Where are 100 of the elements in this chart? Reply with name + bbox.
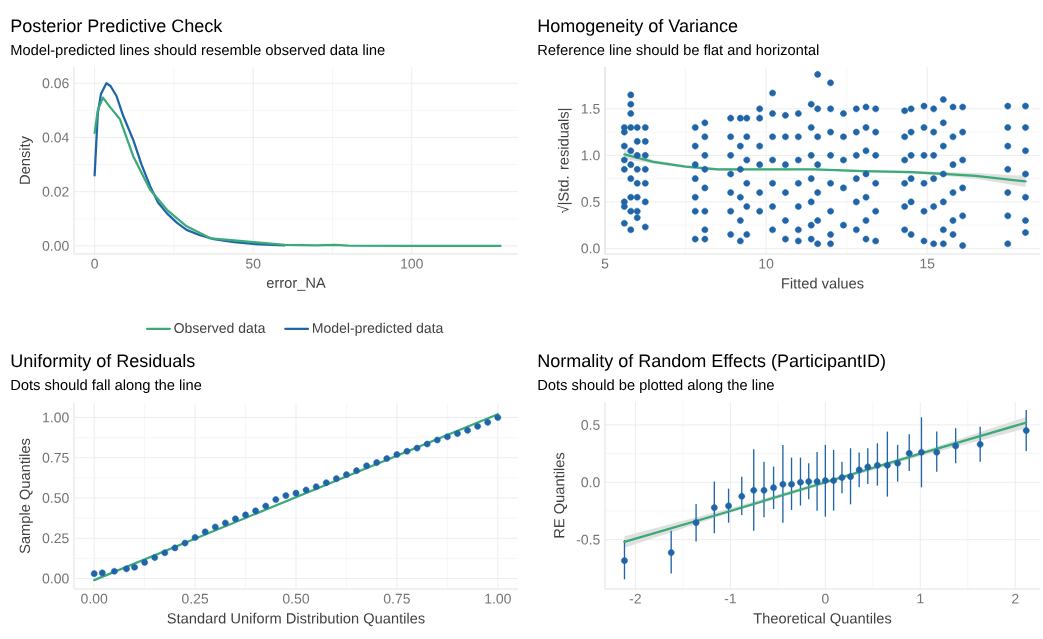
point [874,461,881,469]
x-tick-label: 10 [759,258,774,269]
x-axis-title: error_NA [266,277,326,291]
point [383,455,391,462]
point [830,477,837,484]
point [788,480,795,488]
point [322,479,330,487]
point [905,449,913,457]
point [813,478,821,485]
y-tick-label: 0.75 [42,452,69,463]
x-tick-label: 100 [401,258,423,269]
point [864,463,872,471]
x-tick-label: -2 [629,593,641,604]
point [141,559,148,566]
legend-label: Observed data [174,322,266,333]
chart-subtitle: Model-predicted lines should resemble observed data line [11,44,385,59]
point [413,444,421,452]
point [423,440,431,448]
chart-title: Uniformity of Residuals [11,353,195,371]
y-axis-title: Sample Quantiles [19,438,33,554]
y-axis-title: √|Std. residuals| [556,108,572,214]
point [131,563,138,571]
x-tick-label: 50 [245,258,261,269]
point [1022,427,1030,434]
y-tick-label: 0.04 [42,132,69,143]
x-tick-label: 15 [920,258,935,269]
point [725,502,732,510]
y-axis-title: RE Quantiles [553,452,567,538]
point [952,442,959,450]
y-tick-label: 0.0 [581,477,600,488]
x-tick-label: 0.50 [282,593,310,604]
point [444,433,451,441]
point [770,484,777,492]
x-tick-label: 0.00 [81,593,108,604]
chart-subtitle: Dots should fall along the line [11,379,202,394]
x-tick-label: 5 [601,258,609,269]
y-tick-label: 0.0 [581,243,600,254]
x-tick-label: 0.25 [182,593,209,604]
point [797,478,804,486]
point [779,480,787,488]
point [822,477,829,484]
point [738,492,746,500]
chart-subtitle: Dots should be plotted along the line [538,379,774,394]
point [710,504,718,511]
point [353,467,360,474]
point [222,519,229,527]
point [90,570,98,578]
point [111,567,118,575]
point [98,569,106,577]
point [151,554,159,561]
point [282,492,290,499]
point [692,519,700,527]
point [918,448,925,456]
point [621,557,628,564]
y-tick-label: 0.50 [42,493,69,503]
point [123,565,130,573]
point [464,427,471,434]
point [484,418,492,426]
point [976,440,984,448]
y-tick-label: -0.5 [576,534,600,545]
y-tick-label: 0.25 [42,533,69,544]
chart-subtitle: Reference line should be flat and horizontal [538,44,819,56]
point [292,489,300,497]
y-tick-label: 0.00 [42,573,69,584]
point [201,528,209,536]
point [884,461,891,469]
x-tick-label: 1 [917,593,924,604]
point [343,471,350,478]
point [433,436,441,444]
x-axis-title: Standard Uniform Distribution Quantiles [167,612,425,627]
point [805,478,813,485]
chart-title: Homogeneity of Variance [538,18,738,36]
y-tick-label: 1.5 [581,103,600,114]
point [760,486,768,494]
y-tick-label: 0.00 [42,240,69,251]
y-tick-label: 0.06 [42,78,69,89]
point [474,423,481,430]
point [403,447,411,455]
line-series [93,96,502,247]
x-tick-label: -1 [724,593,736,604]
x-axis-title: Theoretical Quantiles [753,612,892,627]
point [262,502,270,510]
x-tick-label: 0 [822,593,829,604]
point [302,486,310,494]
x-tick-label: 0.75 [383,593,410,604]
x-axis-title: Fitted values [782,277,864,289]
point [211,523,219,531]
y-tick-label: 1.00 [43,412,69,423]
point [838,474,846,481]
point [373,459,381,466]
point [181,539,189,547]
point [894,459,901,467]
chart-title: Posterior Predictive Check [11,18,223,33]
point [750,486,758,494]
y-tick-label: 1.0 [581,150,600,161]
point [454,430,461,437]
point [667,549,675,556]
y-axis-title: Density [19,136,33,184]
x-tick-label: 2 [1012,593,1019,604]
x-tick-label: 1.00 [485,593,511,604]
